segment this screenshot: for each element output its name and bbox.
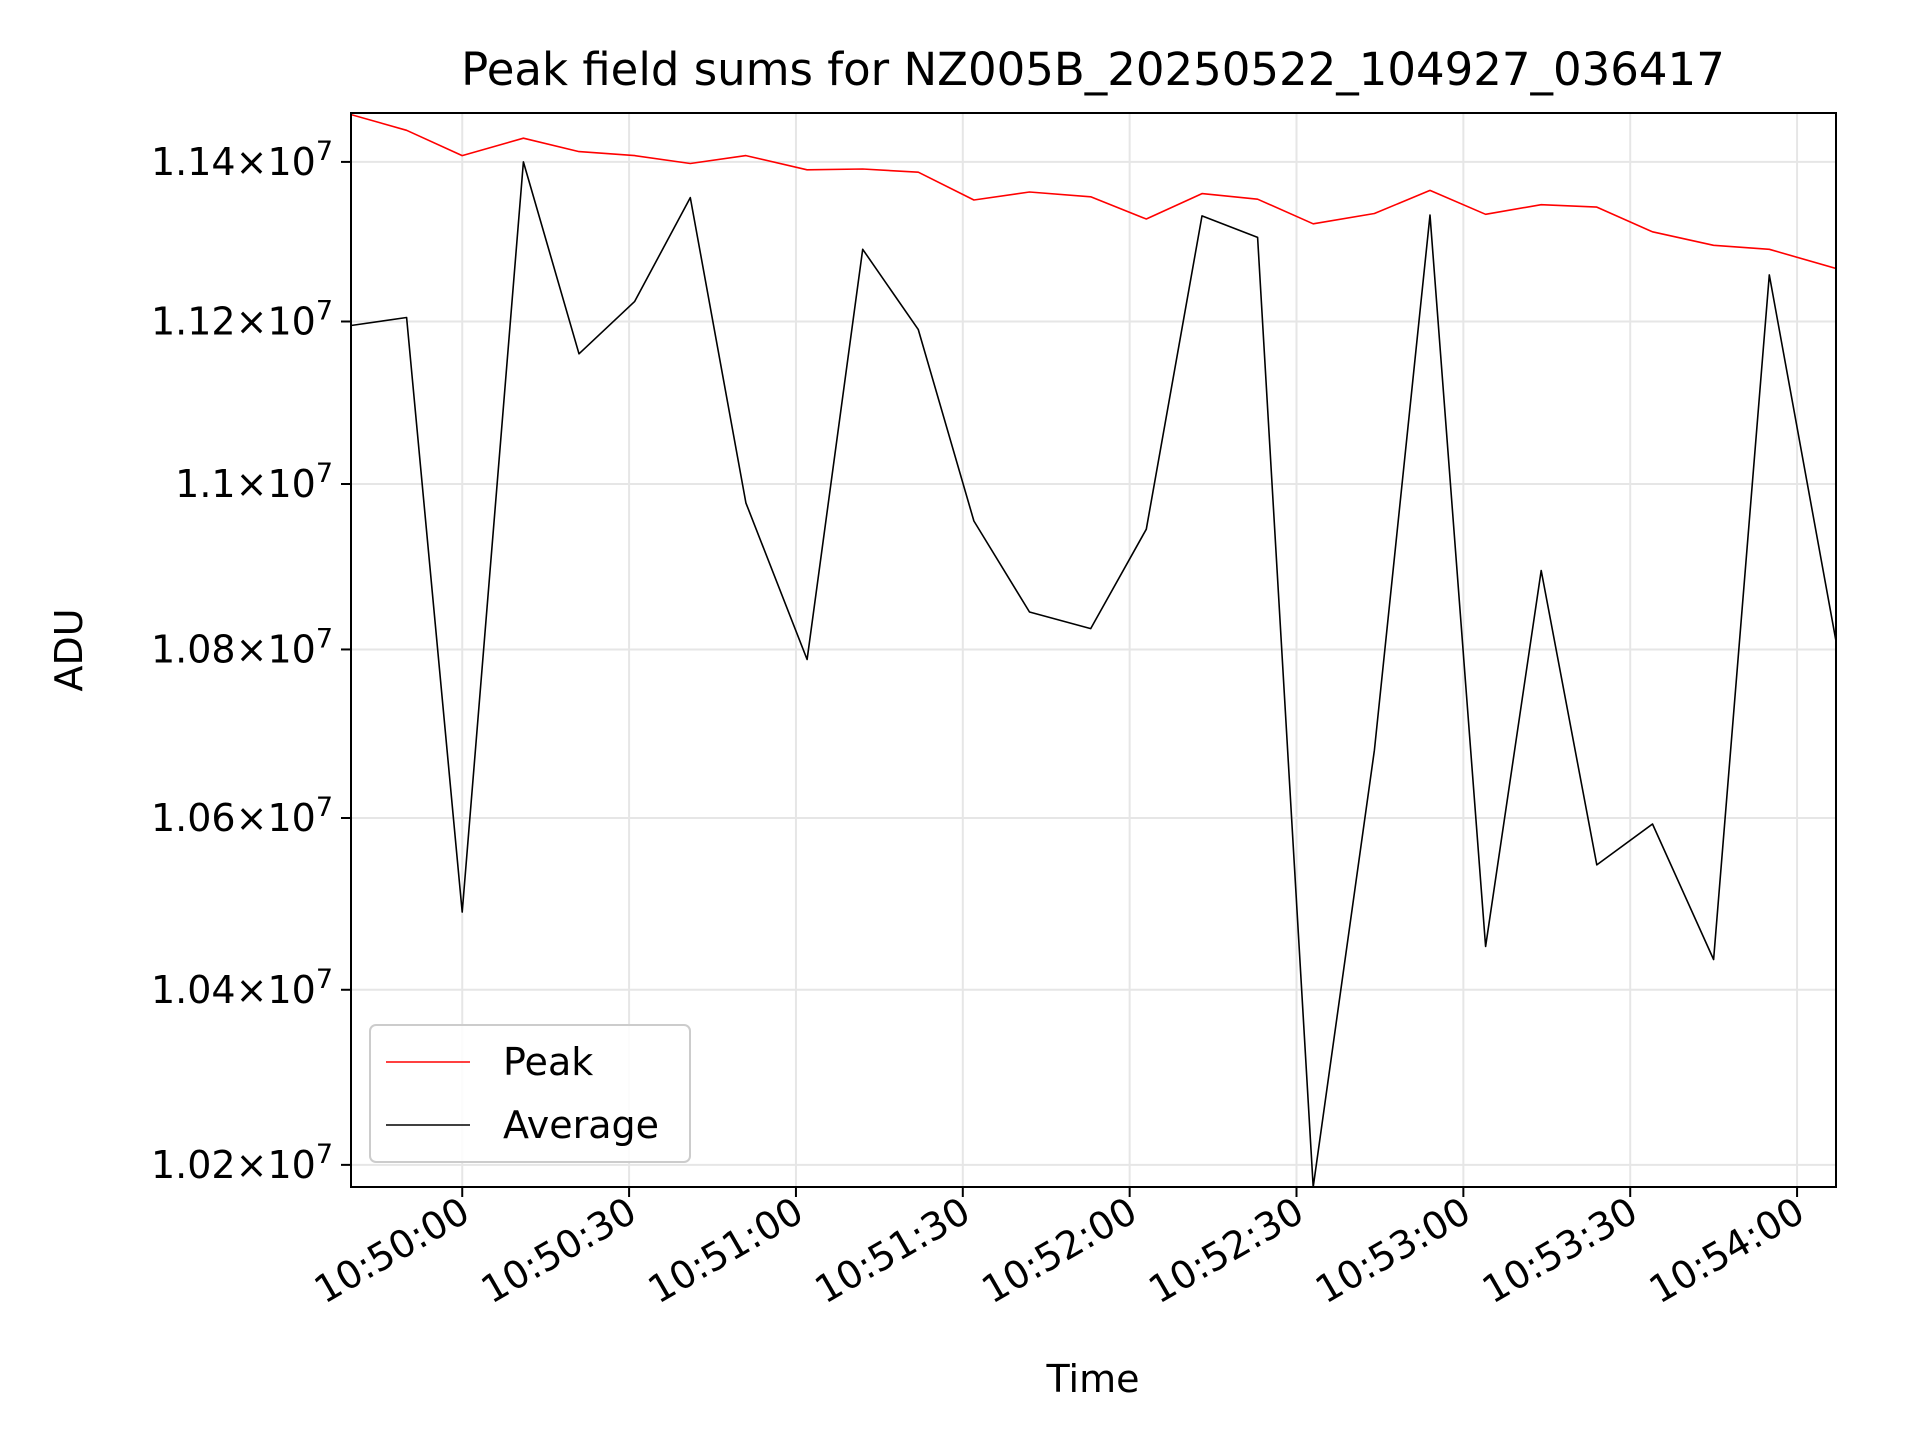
chart-title: Peak field sums for NZ005B_20250522_1049… — [461, 43, 1725, 96]
y-tick-label: 1.08×107 — [151, 623, 333, 671]
series-line-peak — [351, 113, 1836, 270]
x-axis-label: Time — [1046, 1357, 1140, 1401]
y-tick-label: 1.04×107 — [151, 964, 333, 1012]
legend-label-peak: Peak — [503, 1040, 593, 1084]
y-tick-label: 1.06×107 — [151, 792, 333, 840]
y-tick-label: 1.1×107 — [175, 458, 333, 506]
y-axis-ticks: 1.02×107 1.04×107 1.06×107 1.08×107 1.1×107 1… — [151, 136, 351, 1187]
legend-box — [369, 1024, 691, 1163]
legend-label-average: Average — [503, 1103, 659, 1147]
grid — [351, 113, 1836, 1187]
y-tick-label: 1.02×107 — [151, 1139, 333, 1187]
y-tick-label: 1.12×107 — [151, 296, 333, 344]
series-lines — [351, 113, 1836, 1187]
series-line-average — [351, 161, 1836, 1187]
legend: Peak Average — [369, 1024, 691, 1163]
y-tick-label: 1.14×107 — [151, 136, 333, 184]
y-axis-label: ADU — [47, 608, 91, 691]
